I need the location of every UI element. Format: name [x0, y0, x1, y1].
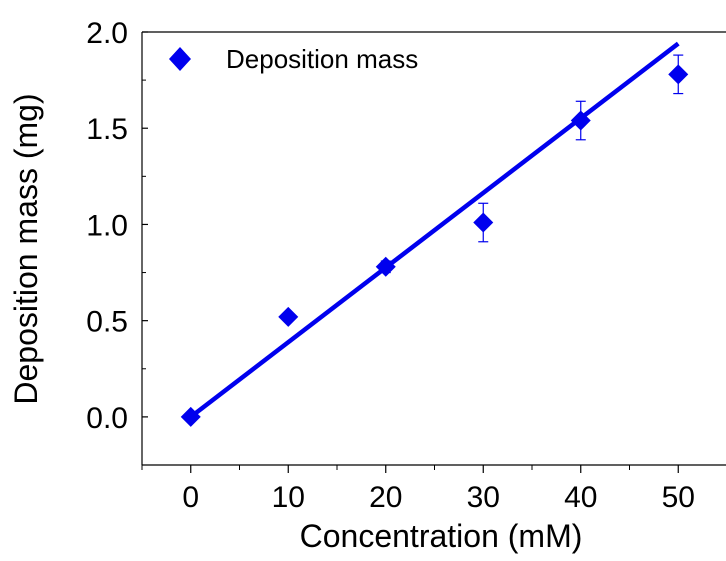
legend-marker-diamond	[169, 47, 191, 71]
fit-line	[189, 41, 680, 419]
data-point	[473, 212, 494, 233]
data-point-layer	[180, 64, 689, 427]
y-tick-label: 1.0	[86, 209, 128, 242]
x-tick-label: 50	[662, 481, 695, 514]
error-bar-layer	[380, 54, 684, 274]
data-point	[278, 306, 299, 327]
data-point	[180, 406, 201, 427]
y-tick-label: 1.5	[86, 113, 128, 146]
data-point	[570, 110, 591, 131]
x-tick-label: 30	[467, 481, 500, 514]
data-point	[668, 64, 689, 85]
y-tick-label: 0.0	[86, 402, 128, 435]
x-tick-label: 20	[369, 481, 402, 514]
x-tick-label: 0	[182, 481, 199, 514]
tick-layer: 0.0 0.5 1.0 1.5 2.0 0 10 20 30 40 50	[86, 17, 695, 514]
x-tick-label: 10	[272, 481, 305, 514]
y-axis-title: Deposition mass (mg)	[8, 93, 44, 404]
legend: Deposition mass	[169, 44, 418, 74]
data-point	[375, 256, 396, 277]
y-tick-label: 0.5	[86, 306, 128, 339]
fit-line-layer	[189, 41, 680, 419]
x-tick-label: 40	[564, 481, 597, 514]
x-axis-title: Concentration (mM)	[300, 518, 583, 554]
legend-label: Deposition mass	[226, 44, 418, 74]
y-tick-label: 2.0	[86, 17, 128, 50]
plot-frame	[141, 31, 726, 466]
